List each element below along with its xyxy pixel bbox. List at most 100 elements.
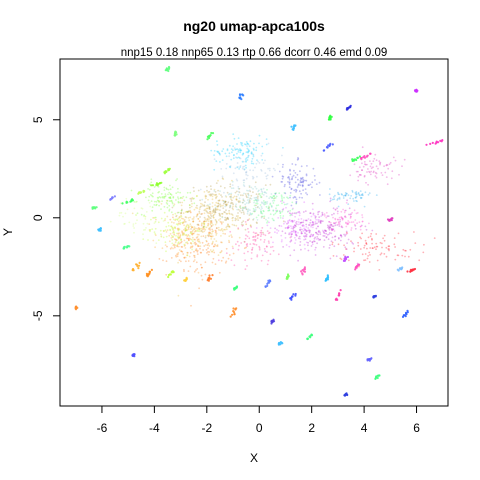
data-point: [181, 201, 184, 204]
data-point: [440, 140, 443, 143]
data-point: [217, 259, 220, 262]
data-point: [267, 217, 270, 219]
data-point: [268, 242, 270, 244]
data-point: [185, 224, 188, 227]
data-point: [183, 243, 186, 246]
data-point: [230, 201, 233, 204]
data-point: [189, 232, 192, 235]
data-point: [256, 219, 259, 221]
data-point: [233, 287, 237, 290]
data-point: [195, 242, 198, 245]
data-point: [221, 159, 224, 162]
data-point: [297, 178, 299, 181]
data-point: [187, 224, 190, 227]
data-point: [142, 215, 145, 218]
data-point: [153, 222, 156, 225]
data-point: [334, 239, 337, 241]
data-point: [310, 225, 312, 228]
data-point: [264, 159, 266, 162]
data-point: [361, 146, 364, 149]
data-point: [145, 274, 149, 277]
data-point: [254, 232, 257, 235]
data-point: [192, 220, 195, 223]
data-point: [290, 239, 293, 242]
data-point: [343, 259, 346, 262]
data-point: [188, 219, 191, 222]
data-point: [323, 239, 326, 242]
data-point: [180, 212, 182, 215]
data-point: [308, 229, 310, 232]
data-point: [171, 242, 174, 245]
data-point: [232, 216, 234, 219]
data-point: [334, 298, 338, 301]
data-point: [233, 137, 236, 140]
data-point: [240, 211, 243, 214]
data-point: [228, 192, 231, 195]
data-point: [313, 240, 315, 243]
data-point: [155, 242, 158, 245]
data-point: [186, 254, 189, 257]
data-point: [367, 193, 370, 196]
data-point: [251, 249, 253, 251]
data-point: [174, 238, 177, 241]
data-point: [281, 202, 283, 205]
data-point: [309, 212, 311, 215]
data-point: [155, 204, 158, 207]
data-point: [350, 216, 352, 218]
data-point: [334, 209, 337, 211]
data-point: [147, 188, 150, 190]
data-point: [415, 88, 418, 91]
data-point: [290, 213, 293, 216]
data-point: [120, 211, 123, 214]
data-point: [182, 253, 185, 255]
data-point: [238, 191, 241, 194]
data-point: [272, 249, 275, 252]
data-point: [151, 209, 154, 212]
data-point: [411, 268, 414, 271]
data-point: [287, 226, 289, 229]
data-point: [246, 243, 249, 245]
data-point: [274, 193, 277, 195]
data-point: [228, 152, 231, 155]
data-point: [366, 359, 369, 362]
data-point: [176, 211, 179, 214]
data-point: [280, 181, 283, 183]
data-point: [168, 209, 171, 212]
data-point: [309, 222, 312, 224]
data-point: [239, 217, 242, 219]
data-point: [331, 225, 334, 228]
data-point: [118, 212, 121, 214]
data-point: [381, 174, 384, 177]
data-point: [385, 163, 388, 166]
data-point: [209, 194, 212, 197]
data-point: [239, 149, 242, 152]
data-point: [233, 313, 236, 316]
data-point: [266, 202, 268, 205]
data-point: [358, 194, 361, 196]
data-point: [204, 194, 207, 197]
data-point: [386, 164, 389, 167]
data-point: [243, 200, 246, 203]
data-point: [243, 165, 246, 168]
data-point: [244, 193, 247, 195]
data-point: [204, 261, 207, 264]
data-point: [186, 210, 189, 213]
data-point: [302, 180, 304, 183]
data-point: [227, 257, 230, 260]
data-point: [174, 227, 177, 230]
data-point: [185, 225, 188, 228]
data-point: [160, 217, 163, 220]
y-axis-label: Y: [1, 228, 15, 236]
data-point: [218, 152, 221, 154]
data-point: [347, 259, 350, 262]
data-point: [291, 163, 294, 165]
data-point: [437, 141, 440, 144]
data-point: [246, 142, 249, 145]
data-point: [277, 204, 280, 207]
data-point: [162, 230, 165, 232]
data-point: [213, 158, 216, 161]
data-point: [109, 220, 112, 223]
data-point: [314, 248, 316, 251]
data-point: [302, 181, 304, 184]
data-point: [219, 185, 222, 188]
